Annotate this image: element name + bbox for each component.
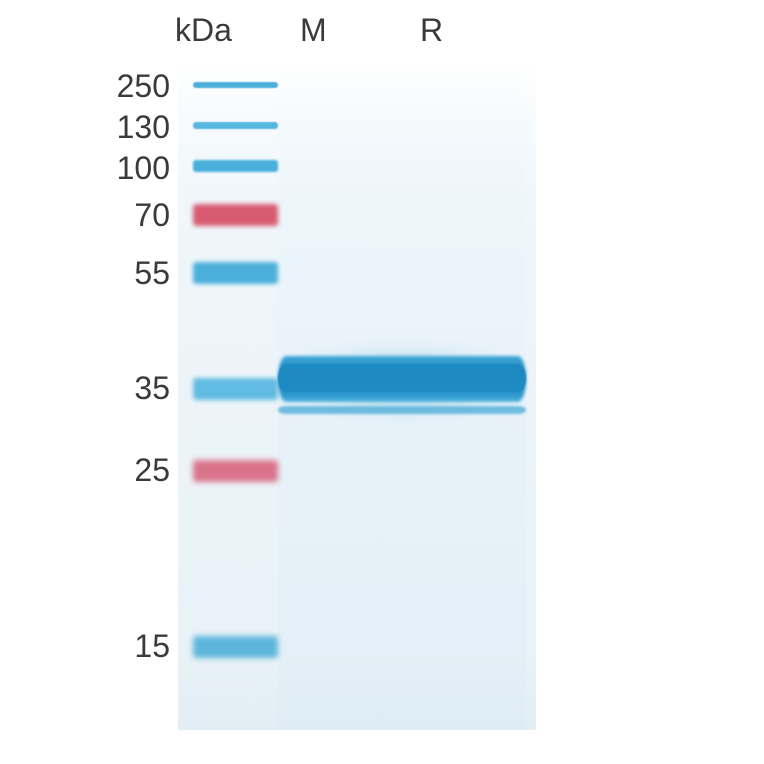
sample-sub-band [278, 406, 526, 414]
mw-label-70: 70 [100, 197, 170, 234]
gel-bottom-gradient [178, 650, 536, 730]
mw-label-15: 15 [100, 628, 170, 665]
marker-band-100 [193, 160, 278, 172]
gel-area [178, 60, 536, 730]
mw-label-55: 55 [100, 255, 170, 292]
mw-label-25: 25 [100, 452, 170, 489]
marker-lane [193, 60, 278, 730]
mw-label-130: 130 [100, 109, 170, 146]
marker-band-25 [193, 460, 278, 482]
mw-label-250: 250 [100, 68, 170, 105]
marker-band-70 [193, 204, 278, 226]
marker-band-250 [193, 82, 278, 88]
mw-label-35: 35 [100, 370, 170, 407]
unit-label: kDa [175, 12, 232, 49]
marker-band-55 [193, 262, 278, 284]
marker-band-35 [193, 378, 278, 400]
lane-label-m: M [300, 12, 327, 49]
mw-label-100: 100 [100, 150, 170, 187]
marker-band-130 [193, 122, 278, 129]
gel-image-container: kDa M R 250 130 100 70 55 35 25 15 [0, 0, 764, 764]
lane-label-r: R [420, 12, 443, 49]
sample-lane [278, 60, 526, 730]
sample-main-band-core [278, 364, 526, 392]
